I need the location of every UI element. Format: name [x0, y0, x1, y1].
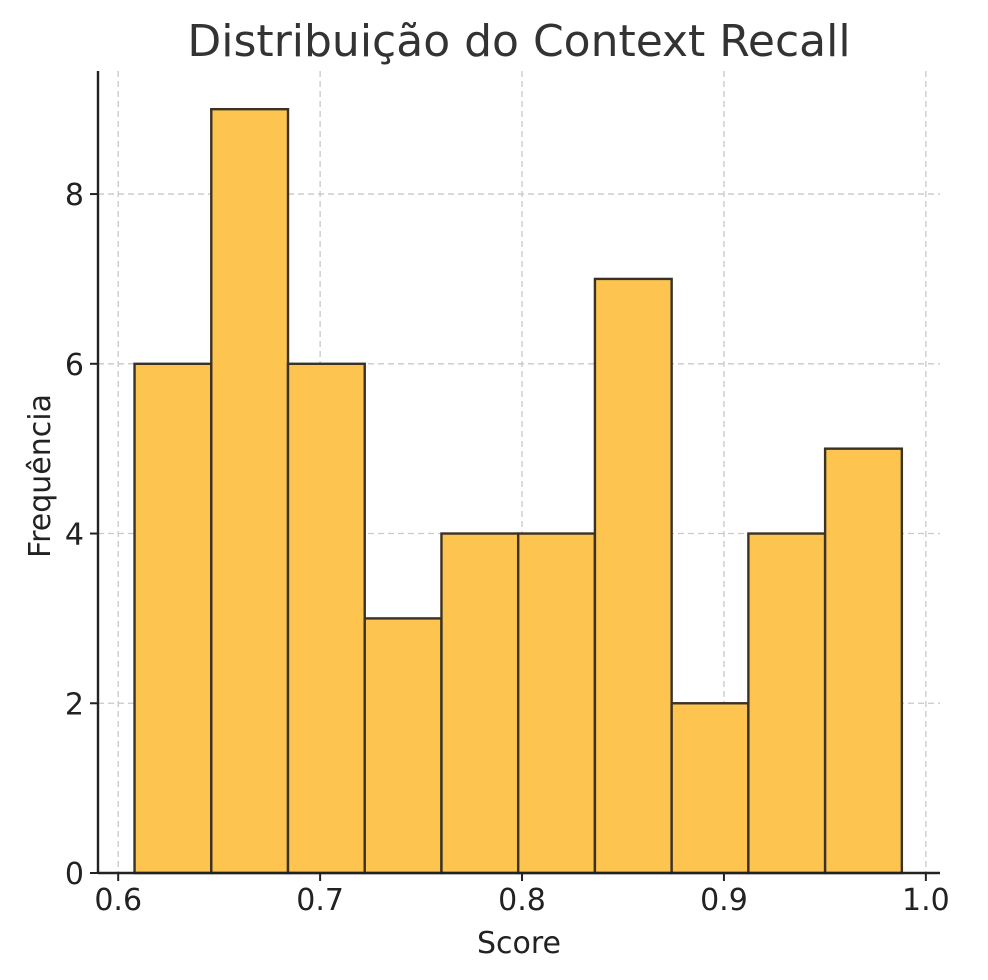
- histogram-bar: [210, 107, 290, 875]
- tick-labels: 0.6 0.7 0.8 0.9 1.0 0 2 4 6 8: [65, 178, 950, 918]
- histogram-bar: [823, 447, 904, 875]
- y-tick-label: 6: [65, 348, 84, 383]
- x-tick-label: 0.8: [498, 883, 546, 918]
- x-tick-label: 0.7: [296, 883, 344, 918]
- y-tick-label: 8: [65, 178, 84, 213]
- histogram-bar: [133, 362, 213, 875]
- histogram-bar: [670, 702, 750, 875]
- x-tick-label: 0.6: [94, 883, 142, 918]
- histogram-bar: [747, 532, 827, 875]
- histogram-bar: [286, 362, 366, 875]
- x-tick-label: 0.9: [700, 883, 748, 918]
- x-tick-label: 1.0: [902, 883, 950, 918]
- histogram-bar: [440, 532, 520, 875]
- axes: [90, 71, 940, 881]
- histogram-bar: [516, 532, 597, 875]
- histogram-bar: [593, 277, 673, 875]
- histogram-bar: [363, 617, 443, 875]
- y-tick-label: 0: [65, 857, 84, 892]
- bars: [133, 107, 904, 875]
- chart-title: Distribuição do Context Recall: [187, 16, 850, 67]
- x-axis-label: Score: [477, 926, 561, 961]
- y-axis-label: Frequência: [23, 394, 58, 558]
- y-tick-label: 2: [65, 687, 84, 722]
- y-tick-label: 4: [65, 518, 84, 553]
